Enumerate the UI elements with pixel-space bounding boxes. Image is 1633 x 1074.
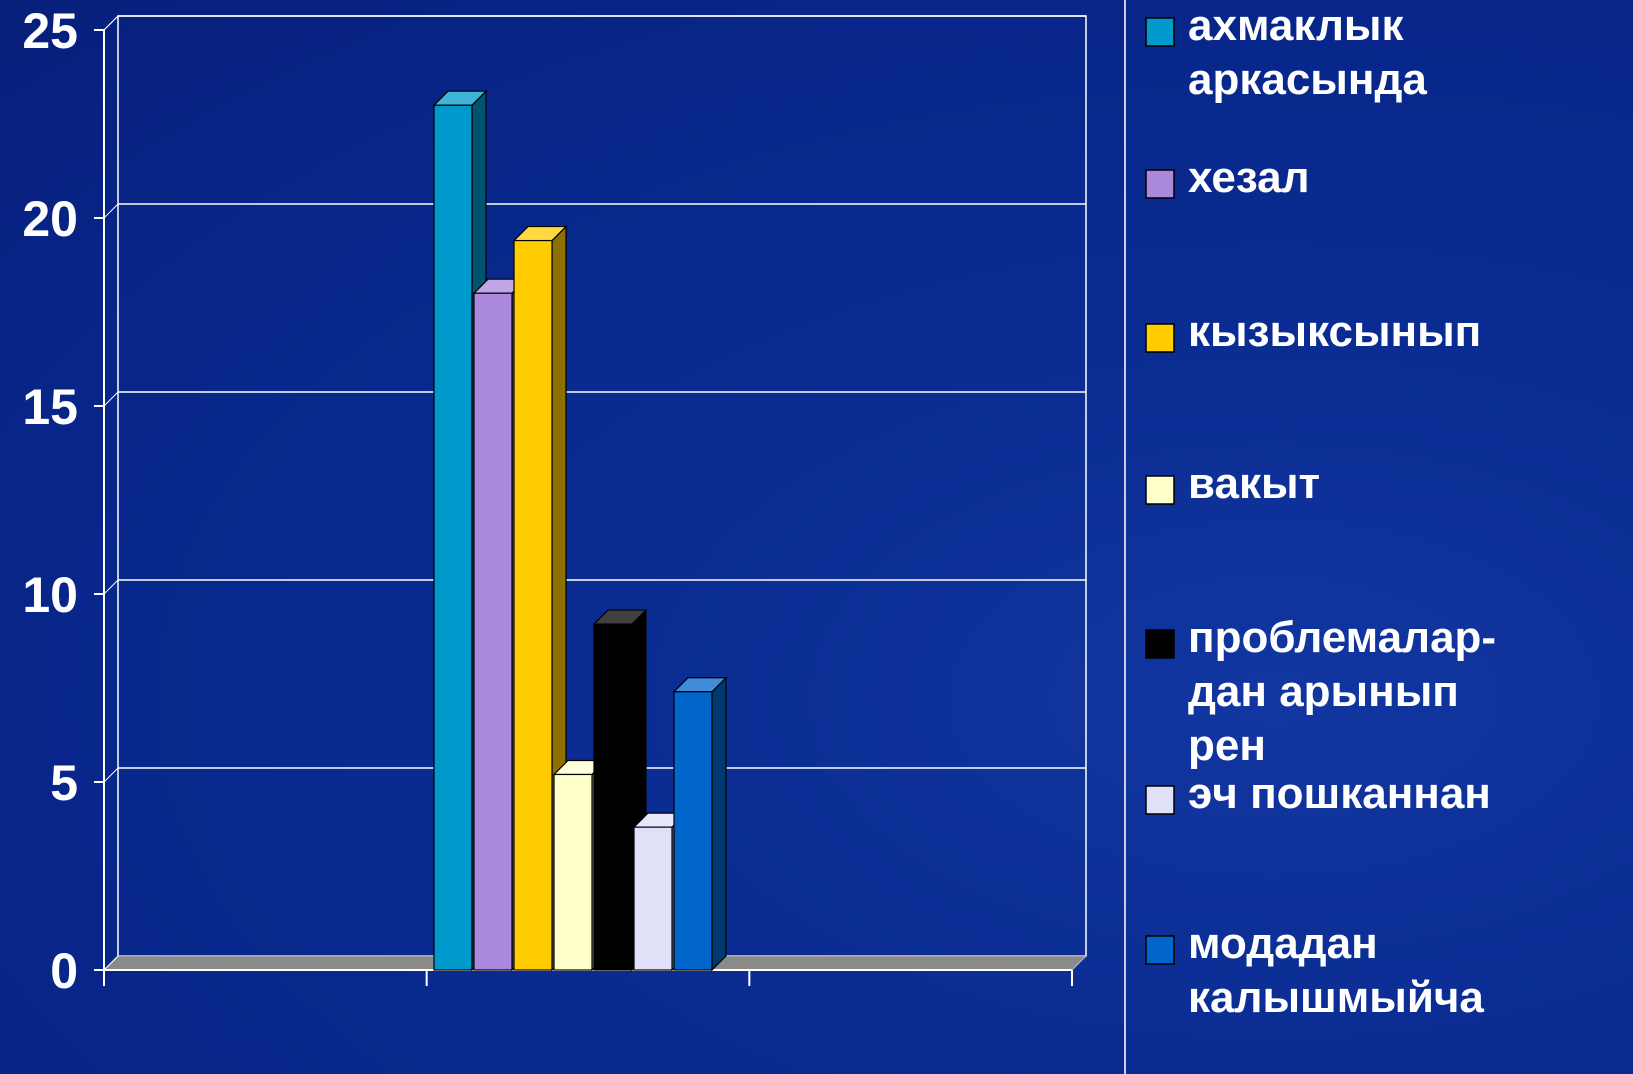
y-tick-label: 10 (22, 567, 78, 623)
legend-entry: ахмаклык аркасында (1145, 1, 1427, 104)
bar-front (553, 773, 593, 971)
legend-label: модадан калышмыйча (1188, 919, 1484, 1022)
legend-entry: хезал (1145, 153, 1310, 202)
y-tick-label: 15 (22, 379, 78, 435)
plot-side-wall (103, 14, 119, 972)
y-tick-label: 20 (22, 191, 78, 247)
grid-line-side (103, 15, 119, 31)
legend-label: эч пошканнан (1188, 769, 1491, 818)
bar-front (633, 826, 673, 971)
grid-line-side (103, 203, 119, 219)
legend-label: проблемалар-дан арынып рен (1188, 613, 1496, 770)
legend-entry: вакыт (1145, 459, 1320, 508)
y-tick-label: 5 (50, 755, 78, 811)
grid-line-side (103, 579, 119, 595)
legend-entry: проблемалар-дан арынып рен (1145, 613, 1496, 770)
legend-swatch (1145, 17, 1175, 47)
legend-swatch (1145, 323, 1175, 353)
legend-label: кызыксынып (1188, 307, 1481, 356)
bars (432, 89, 728, 972)
legend-entry: эч пошканнан (1145, 769, 1491, 818)
y-tick-label: 0 (50, 943, 78, 999)
legend-swatch (1145, 785, 1175, 815)
bar-front (513, 239, 553, 971)
bar-side (711, 676, 727, 972)
bar-front (473, 292, 513, 971)
legend-label: хезал (1188, 153, 1310, 202)
grid-line-side (103, 391, 119, 407)
legend-label: вакыт (1188, 459, 1320, 508)
legend-swatch (1145, 169, 1175, 199)
legend-entry: модадан калышмыйча (1145, 919, 1484, 1022)
axes: 0 5 10 15 20 25 (22, 3, 1073, 999)
bar-front (433, 104, 473, 971)
legend-entry: кызыксынып (1145, 307, 1481, 356)
legend-label: ахмаклык аркасында (1188, 1, 1427, 104)
y-tick-label: 25 (22, 3, 78, 59)
legend: ахмаклык аркасында хезал кызыксынып вакыт про… (1124, 0, 1496, 1074)
grid-line-side (103, 767, 119, 783)
bar (672, 676, 728, 972)
legend-swatch (1145, 935, 1175, 965)
bar-front (593, 623, 633, 971)
legend-swatch (1145, 475, 1175, 505)
bar-front (673, 691, 713, 971)
legend-swatch (1145, 629, 1175, 659)
